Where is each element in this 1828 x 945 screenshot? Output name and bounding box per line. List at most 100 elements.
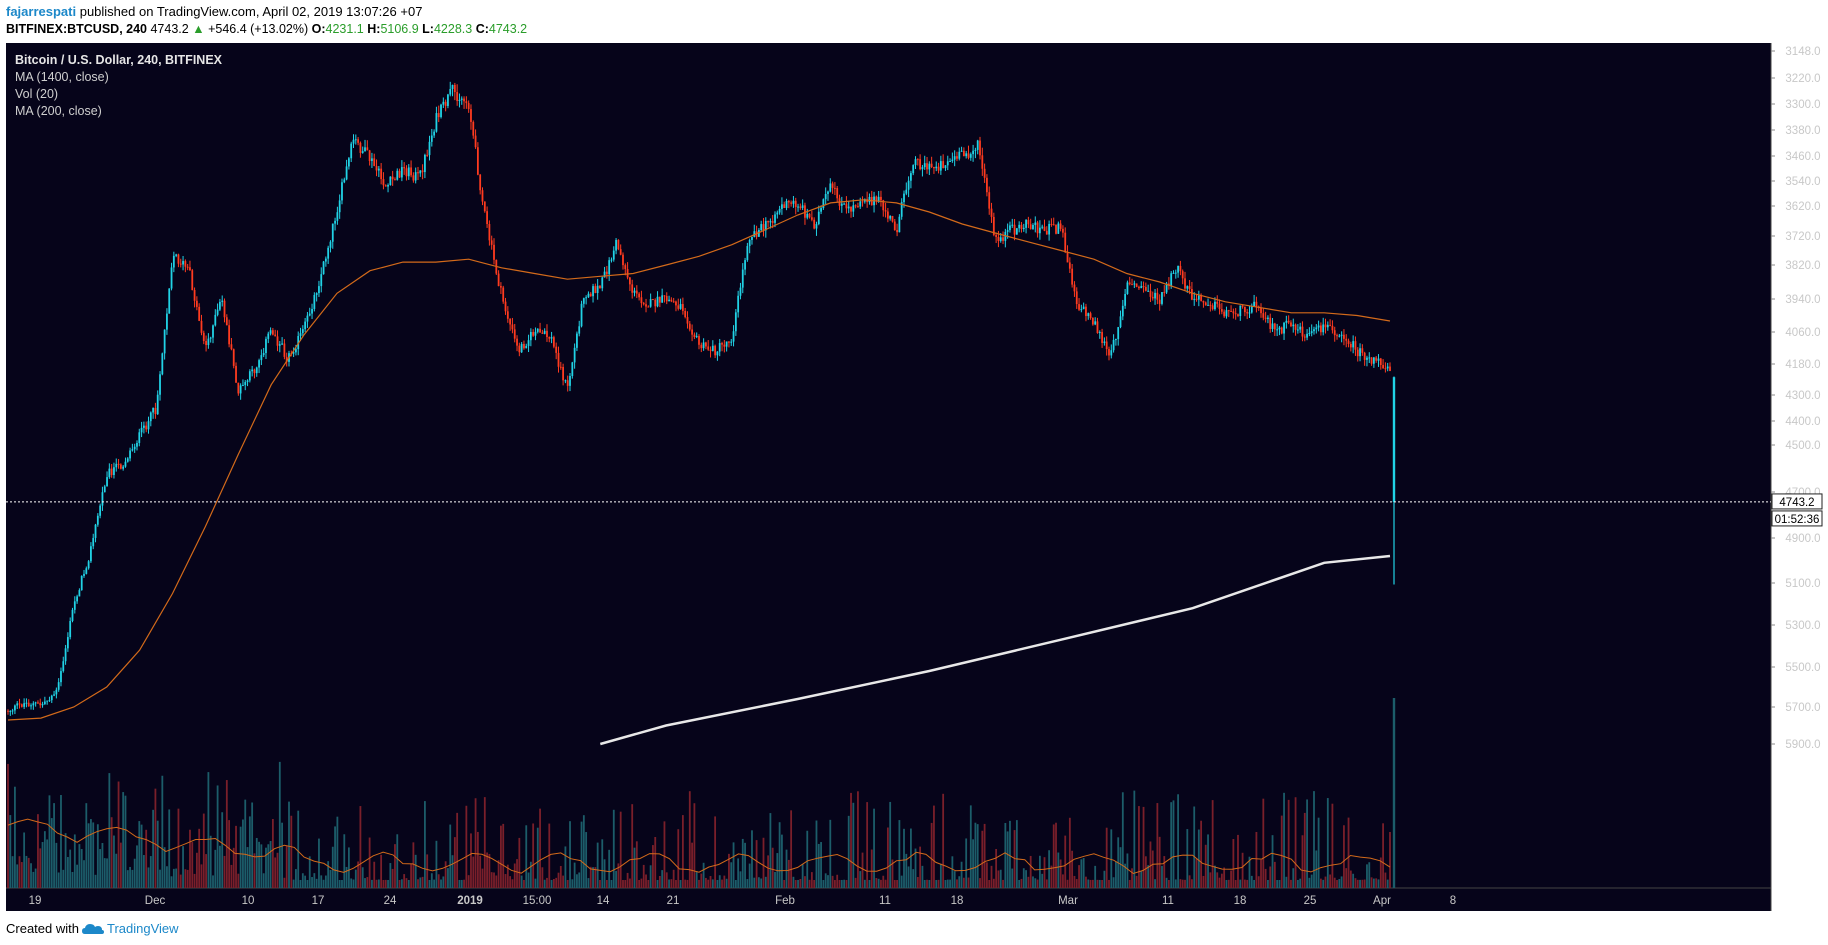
volume-bar: [122, 792, 125, 888]
volume-bar: [495, 875, 498, 888]
candle-body: [20, 704, 23, 707]
candle-body: [594, 286, 597, 293]
volume-bar: [460, 879, 463, 888]
volume-bar: [1273, 861, 1276, 888]
candle-body: [232, 349, 235, 366]
candle-body: [1098, 332, 1101, 334]
candle-body: [1050, 223, 1053, 225]
volume-bar: [912, 869, 915, 888]
price-chart[interactable]: 3148.0 3220.0 3300.0 3380.0 3460.0 3540.0 3620…: [0, 43, 1828, 913]
candle-body: [744, 260, 746, 270]
legend-ma200[interactable]: MA (200, close): [15, 104, 102, 118]
legend-ma1400[interactable]: MA (1400, close): [15, 70, 109, 84]
candle-body: [1151, 296, 1154, 299]
volume-bar: [1324, 876, 1327, 888]
candle-body: [1126, 282, 1129, 295]
candle-body: [861, 201, 864, 203]
volume-bar: [479, 855, 482, 888]
candle-body: [523, 343, 525, 349]
candle-body: [1140, 286, 1143, 289]
volume-bar: [801, 864, 804, 888]
volume-bar: [1320, 878, 1322, 888]
volume-bar: [265, 847, 267, 888]
candle-body: [1082, 306, 1085, 310]
volume-bar: [1356, 879, 1359, 888]
candle-body: [96, 515, 99, 525]
candle-body: [318, 286, 320, 294]
volume-bar: [405, 878, 408, 888]
volume-bar: [679, 879, 682, 888]
candle-body: [1349, 343, 1352, 348]
candle-body: [599, 285, 601, 289]
plot-area: [6, 43, 1771, 911]
volume-bar: [456, 812, 459, 888]
volume-bar: [1135, 875, 1138, 888]
volume-bar: [757, 877, 760, 888]
candle-body: [511, 324, 514, 330]
volume-bar: [608, 849, 611, 888]
time-axis[interactable]: 19 Dec 10 17 24 2019 15:00 14 21 Feb 11 18 Mar 11 18 25…: [29, 895, 1457, 907]
volume-bar: [412, 842, 415, 888]
candle-body: [138, 432, 141, 443]
candle-body: [1264, 317, 1267, 319]
tradingview-link[interactable]: TradingView: [81, 921, 179, 936]
candle-body: [48, 700, 51, 702]
y-tick-label: 3820.0: [1785, 260, 1820, 272]
volume-bar: [939, 863, 942, 888]
candle-body: [502, 287, 505, 302]
candle-body: [283, 343, 286, 357]
candle-body: [69, 620, 72, 638]
candle-body: [253, 369, 256, 374]
candle-body: [126, 458, 129, 462]
candle-body: [916, 159, 919, 161]
volume-bar: [430, 873, 433, 888]
volume-bar: [746, 879, 749, 888]
candle-body: [739, 287, 742, 296]
candle-body: [50, 695, 53, 701]
candle-body: [159, 374, 161, 395]
volume-bar: [11, 856, 14, 888]
volume-bar: [1101, 879, 1103, 888]
candle-body: [320, 274, 323, 287]
volume-bar: [92, 822, 95, 888]
volume-bar: [25, 855, 28, 888]
candle-body: [771, 221, 774, 223]
volume-bar: [142, 855, 145, 888]
candle-body: [219, 301, 221, 310]
candle-body: [564, 380, 567, 382]
candle-body: [1089, 313, 1092, 318]
volume-bar: [718, 875, 721, 888]
candle-body: [582, 298, 585, 304]
candle-body: [274, 334, 277, 337]
volume-bar: [1161, 865, 1163, 888]
volume-bar: [219, 845, 221, 888]
candle-body: [1326, 324, 1329, 328]
candle-body: [670, 299, 673, 302]
candle-body: [525, 345, 528, 349]
candle-body: [172, 255, 175, 268]
candle-body: [661, 295, 664, 303]
candle-body: [62, 661, 65, 672]
volume-bar: [923, 879, 926, 888]
candle-body: [896, 230, 898, 233]
volume-bar: [442, 876, 445, 888]
volume-bar: [619, 811, 622, 888]
legend-volume[interactable]: Vol (20): [15, 87, 58, 101]
candle-body: [131, 449, 134, 451]
volume-bar: [781, 834, 783, 888]
volume-bar: [46, 839, 49, 888]
candle-body: [235, 365, 237, 383]
volume-bar: [1193, 806, 1196, 888]
volume-bar: [949, 879, 951, 888]
candle-body: [1057, 223, 1060, 234]
volume-bar: [382, 879, 385, 888]
volume-bar: [1269, 866, 1272, 888]
volume-bar: [857, 791, 859, 888]
volume-bar: [350, 878, 353, 888]
candle-body: [548, 337, 551, 339]
author-link[interactable]: fajarrespati: [6, 4, 77, 19]
candle-body: [1246, 312, 1249, 314]
volume-bar: [965, 838, 968, 888]
price-axis[interactable]: 3148.0 3220.0 3300.0 3380.0 3460.0 3540.0 3620…: [1771, 46, 1821, 751]
legend[interactable]: Bitcoin / U.S. Dollar, 240, BITFINEX MA …: [15, 53, 223, 118]
